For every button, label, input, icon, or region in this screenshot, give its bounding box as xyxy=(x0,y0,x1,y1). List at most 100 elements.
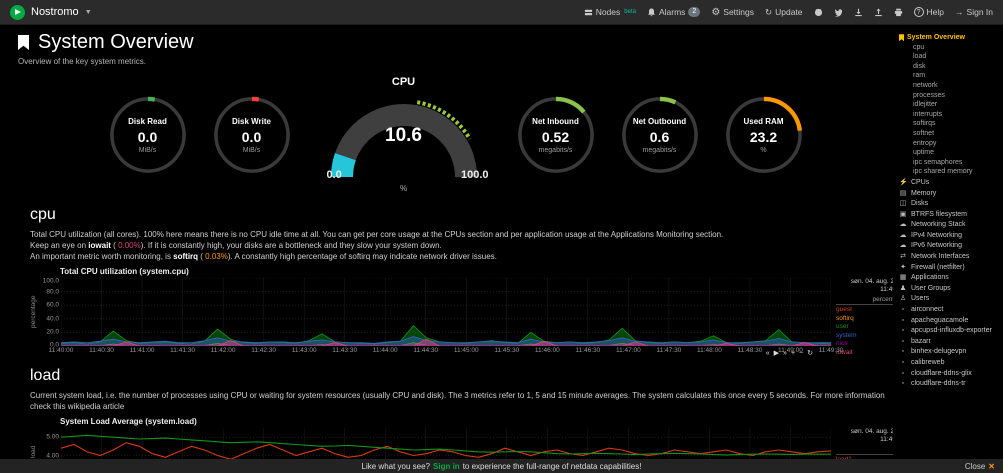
cpu-chart[interactable]: Total CPU utilization (system.cpu) perce… xyxy=(30,267,893,357)
sidebar-item-users[interactable]: ♙ Users xyxy=(899,294,1000,304)
legend-row-system[interactable]: system5.2 xyxy=(836,332,893,341)
beta-badge: beta xyxy=(624,9,636,15)
sidebar-item-airconnect[interactable]: ▫ airconnect xyxy=(899,305,1000,315)
update-button[interactable]: ↻ Update xyxy=(765,6,803,18)
signin-link[interactable]: Sign in xyxy=(433,461,460,471)
sidebar-item-processes[interactable]: processes xyxy=(913,91,945,99)
gauge-unit: MiB/s xyxy=(138,146,157,154)
sidebar-item-firewall-netfilter-[interactable]: ✦ Firewall (netfilter) xyxy=(899,263,1000,273)
sidebar-item-label: Firewall (netfilter) xyxy=(911,263,965,271)
gauge-disk-write[interactable]: Disk Write 0.0 MiB/s xyxy=(208,91,296,179)
sidebar-item-network-interfaces[interactable]: ⇄ Network Interfaces xyxy=(899,252,1000,262)
sidebar-item-label: IPv6 Networking xyxy=(911,242,962,250)
play-icon[interactable]: ▶ xyxy=(773,350,780,357)
sidebar-item-networking-stack[interactable]: ☁ Networking Stack xyxy=(899,220,1000,230)
sidebar-item-network[interactable]: network xyxy=(913,81,938,89)
signin-button[interactable]: → Sign In xyxy=(955,7,993,17)
legend-row-load1[interactable]: load1 4.25 xyxy=(836,456,893,459)
chart-title: System Load Average (system.load) xyxy=(60,417,197,426)
pan-right-icon[interactable]: » xyxy=(783,350,787,357)
sidebar-item-label: Networking Stack xyxy=(911,221,966,229)
alarms-button[interactable]: Alarms 2 xyxy=(647,7,701,17)
sidebar-item-cpus[interactable]: ⚡ CPUs xyxy=(899,178,1000,188)
sidebar-item-cloudflare-ddns-glix[interactable]: ▫ cloudflare-ddns-glix xyxy=(899,369,1000,379)
sidebar-item-load[interactable]: load xyxy=(913,53,927,61)
load-plot-area[interactable] xyxy=(61,428,831,459)
memory-icon: ▤ xyxy=(899,189,907,197)
help-button[interactable]: ? Help xyxy=(913,7,944,17)
nodes-button[interactable]: Nodes beta xyxy=(584,7,636,17)
gauge-value: 10.6 xyxy=(385,124,422,146)
sidebar-item-ipv4-networking[interactable]: ☁ IPv4 Networking xyxy=(899,231,1000,241)
sidebar-item-bazarr[interactable]: ▫ bazarr xyxy=(899,337,1000,347)
bolt-icon: ⚡ xyxy=(899,178,908,186)
sidebar-item-system-overview[interactable]: System Overview xyxy=(899,33,1000,43)
sidebar-item-ipv6-networking[interactable]: ☁ IPv6 Networking xyxy=(899,241,1000,251)
sidebar-item-cpu[interactable]: cpu xyxy=(913,43,925,51)
sidebar-item-memory[interactable]: ▤ Memory xyxy=(899,189,1000,199)
legend-row-iowait[interactable]: iowait0.0 xyxy=(836,349,893,358)
zoom-out-icon[interactable]: − xyxy=(799,350,804,357)
sidebar-item-disks[interactable]: ◫ Disks xyxy=(899,199,1000,209)
sidebar-item-label: User Groups xyxy=(911,284,951,292)
sidebar-item-label: bazarr xyxy=(911,337,931,345)
right-sidebar-nav: System Overview cpu load disk ram network pro… xyxy=(893,25,1003,459)
series-line-load1 xyxy=(61,442,831,459)
import-snapshot-button[interactable] xyxy=(854,8,863,17)
sidebar-item-user-groups[interactable]: ♟ User Groups xyxy=(899,284,1000,294)
sidebar-item-ipc-semaphores[interactable]: ipc semaphores xyxy=(913,158,963,166)
sidebar-item-calibreweb[interactable]: ▫ calibreweb xyxy=(899,358,1000,368)
pan-left-icon[interactable]: « xyxy=(765,350,770,357)
apps-icon: ▦ xyxy=(899,274,907,282)
chart-icon: ▫ xyxy=(901,316,905,324)
sidebar-item-entropy[interactable]: entropy xyxy=(913,139,937,147)
github-button[interactable] xyxy=(814,8,823,17)
export-snapshot-button[interactable] xyxy=(874,8,883,17)
sidebar-item-apacheguacamole[interactable]: ▫ apacheguacamole xyxy=(899,316,1000,326)
legend-row-nice[interactable]: nice0.7 xyxy=(836,340,893,349)
top-bar: Nostromo ▼ Nodes beta Alarms 2 ⚙ Settings… xyxy=(0,0,1003,25)
sidebar-item-btrfs-filesystem[interactable]: ▣ BTRFS filesystem xyxy=(899,210,1000,220)
gauge-label: Disk Read xyxy=(128,116,167,126)
legend-series-name: system xyxy=(836,331,857,339)
twitter-button[interactable] xyxy=(834,8,843,17)
gauge-label: Net Inbound xyxy=(532,116,579,126)
print-button[interactable] xyxy=(894,8,903,17)
sidebar-item-uptime[interactable]: uptime xyxy=(913,149,935,157)
gauge-net-outbound[interactable]: Net Outbound 0.6 megabits/s xyxy=(616,91,704,179)
sidebar-item-apcupsd-influxdb-exporter[interactable]: ▫ apcupsd-influxdb-exporter xyxy=(899,326,1000,336)
node-menu[interactable]: Nostromo ▼ xyxy=(10,4,92,20)
legend-row-user[interactable]: user3.4 xyxy=(836,323,893,332)
reset-zoom-icon[interactable]: ↻ xyxy=(807,350,813,357)
sidebar-item-softirqs[interactable]: softirqs xyxy=(913,120,936,128)
zoom-in-icon[interactable]: + xyxy=(790,350,796,357)
gauge-value: 0.6 xyxy=(649,128,670,145)
settings-button[interactable]: ⚙ Settings xyxy=(711,6,754,18)
sidebar-item-cloudflare-ddns-tr[interactable]: ▫ cloudflare-ddns-tr xyxy=(899,379,1000,389)
legend-row-softirq[interactable]: softirq1.2 xyxy=(836,315,893,324)
sidebar-item-ram[interactable]: ram xyxy=(913,72,926,80)
gauge-net-inbound[interactable]: Net Inbound 0.52 megabits/s xyxy=(512,91,600,179)
chart-icon: ▫ xyxy=(901,359,905,366)
sidebar-item-applications[interactable]: ▦ Applications xyxy=(899,273,1000,283)
gauge-disk-read[interactable]: Disk Read 0.0 MiB/s xyxy=(104,91,192,179)
sidebar-item-label: Users xyxy=(911,295,930,303)
gauge-label: CPU xyxy=(391,75,416,88)
gauge-used-ram[interactable]: Used RAM 23.2% xyxy=(720,91,808,179)
sidebar-item-interrupts[interactable]: interrupts xyxy=(913,110,943,118)
sidebar-item-softnet[interactable]: softnet xyxy=(913,129,935,137)
cpu-plot-area[interactable] xyxy=(61,278,831,346)
legend-series-name: load1 xyxy=(836,456,852,459)
sidebar-item-ipc-shared-memory[interactable]: ipc shared memory xyxy=(913,168,973,176)
cpu-description: Total CPU utilization (all cores). 100% … xyxy=(30,230,724,261)
sidebar-item-idlejitter[interactable]: idlejitter xyxy=(913,101,938,109)
sidebar-item-disk[interactable]: disk xyxy=(913,62,926,70)
sidebar-item-binhex-delugevpn[interactable]: ▫ binhex-delugevpn xyxy=(899,347,1000,357)
x-tick-label: 11:47:00 xyxy=(615,347,641,354)
series-softirq xyxy=(61,342,831,346)
banner-close-button[interactable]: Close ✕ xyxy=(964,461,995,471)
chart-legend: søn. 04. aug. 2019 11:49:59 load load1 4.… xyxy=(831,428,893,459)
gauge-cpu[interactable]: CPU 10.6 0.0 100.0 % xyxy=(312,76,496,195)
load-chart[interactable]: System Load Average (system.load) load 3… xyxy=(30,417,893,459)
legend-row-guest[interactable]: guest0.0 xyxy=(836,306,893,315)
